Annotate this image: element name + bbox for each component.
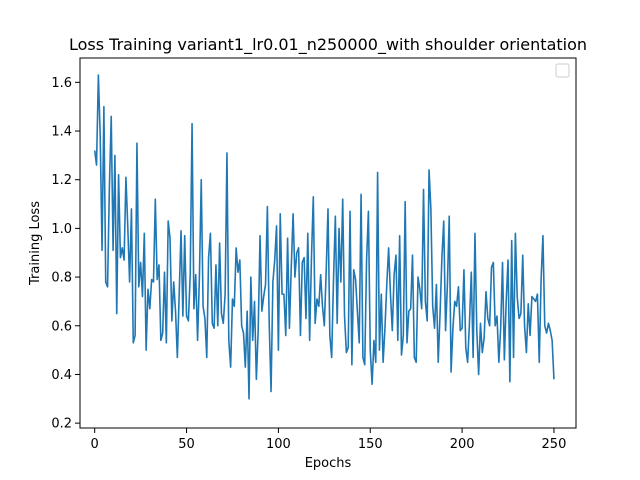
x-axis: 0 50 100 150 200 250 [91, 428, 567, 452]
x-tick-label: 250 [542, 437, 567, 452]
y-tick-label: 1.2 [51, 173, 72, 188]
chart-title: Loss Training variant1_lr0.01_n250000_wi… [69, 35, 587, 55]
y-tick-label: 1.0 [51, 222, 72, 237]
x-tick-label: 0 [91, 437, 99, 452]
y-tick-label: 0.4 [51, 368, 72, 383]
x-axis-label: Epochs [305, 456, 352, 471]
y-tick-label: 1.4 [51, 125, 72, 140]
y-tick-label: 0.2 [51, 417, 72, 432]
plot-area [79, 57, 577, 429]
y-axis: 0.2 0.4 0.6 0.8 1.0 1.2 1.4 1.6 [51, 76, 80, 432]
x-tick-label: 150 [358, 437, 383, 452]
y-tick-label: 0.6 [51, 319, 72, 334]
legend-box [555, 63, 570, 78]
x-tick-label: 200 [450, 437, 475, 452]
x-tick-label: 50 [178, 437, 195, 452]
training-loss-line [93, 74, 555, 400]
y-tick-label: 1.6 [51, 76, 72, 91]
y-axis-label: Training Loss [28, 201, 43, 286]
y-tick-label: 0.8 [51, 271, 72, 286]
x-tick-label: 100 [266, 437, 291, 452]
